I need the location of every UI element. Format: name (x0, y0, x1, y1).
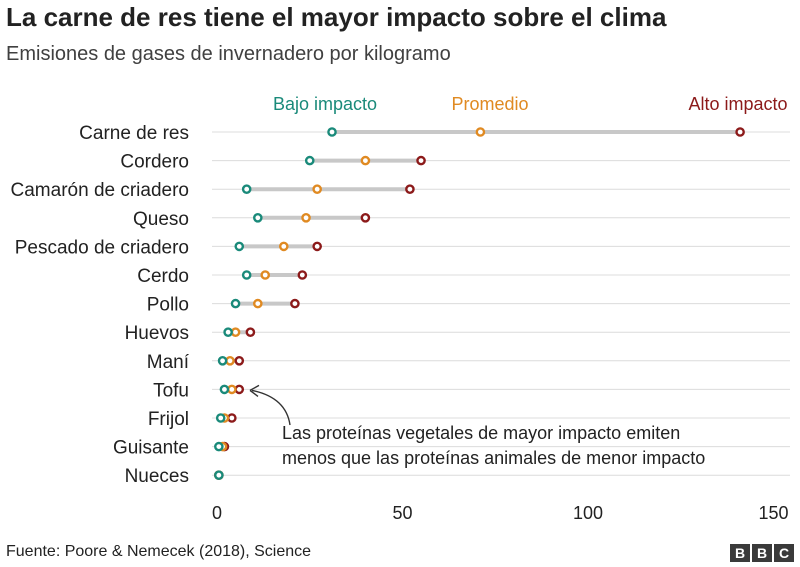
chart-title: La carne de res tiene el mayor impacto s… (6, 2, 667, 32)
high-point (245, 327, 256, 338)
avg-point (225, 355, 235, 366)
category-label: Pescado de criadero (15, 237, 189, 258)
avg-point (278, 241, 289, 252)
category-label: Guisante (113, 438, 189, 459)
category-label: Tofu (153, 380, 189, 401)
annotation-arrow-line (251, 389, 291, 426)
avg-point (301, 212, 311, 223)
category-label: Maní (147, 352, 190, 373)
low-point (219, 384, 230, 395)
low-point (253, 212, 263, 223)
high-point (234, 384, 245, 395)
category-label: Queso (133, 209, 189, 230)
x-tick-label: 50 (392, 503, 412, 523)
high-point (735, 127, 745, 137)
low-point (215, 413, 226, 423)
category-label: Frijol (148, 409, 189, 430)
high-point (405, 184, 415, 194)
high-point (360, 212, 371, 223)
category-label: Cordero (120, 152, 189, 173)
high-point (290, 298, 300, 309)
x-tick-label: 150 (758, 503, 788, 523)
category-label: Huevos (125, 323, 189, 344)
category-label: Carne de res (79, 123, 189, 144)
high-point (297, 270, 308, 280)
avg-point (260, 270, 271, 280)
low-point (327, 127, 337, 137)
legend-label: Bajo impacto (273, 94, 377, 114)
logo-letter-b1: B (730, 544, 750, 562)
source-note: Fuente: Poore & Nemecek (2018), Science (6, 543, 312, 560)
category-label: Camarón de criadero (11, 180, 189, 201)
low-point (304, 155, 315, 166)
legend-label: Alto impacto (688, 94, 787, 114)
avg-point (475, 127, 486, 137)
bbc-logo: B B C (730, 544, 794, 562)
category-label: Pollo (147, 295, 189, 316)
annotation-arrowhead (249, 384, 260, 397)
low-point (214, 470, 224, 481)
x-tick-label: 100 (573, 503, 603, 523)
high-point (234, 355, 245, 366)
high-point (312, 241, 322, 252)
low-point (241, 270, 252, 280)
annotation-line: Las proteínas vegetales de mayor impacto… (282, 423, 680, 443)
low-point (230, 298, 241, 309)
dumbbell-chart: Carne de res Cordero Camarón de criadero Qu… (11, 94, 790, 523)
avg-point (360, 155, 371, 166)
avg-point (312, 184, 322, 194)
category-label: Cerdo (137, 266, 189, 287)
logo-letter-b2: B (752, 544, 772, 562)
high-point (227, 413, 237, 423)
logo-letter-c: C (774, 544, 794, 562)
low-point (214, 441, 224, 452)
high-point (416, 155, 426, 166)
annotation-line: menos que las proteínas animales de meno… (282, 448, 705, 468)
low-point (234, 241, 245, 252)
avg-point (227, 384, 237, 395)
low-point (241, 184, 252, 194)
avg-point (230, 327, 241, 338)
low-point (217, 355, 228, 366)
avg-point (253, 298, 263, 309)
legend-label: Promedio (451, 94, 528, 114)
x-tick-label: 0 (212, 503, 222, 523)
low-point (223, 327, 233, 338)
chart-subtitle: Emisiones de gases de invernadero por ki… (6, 43, 451, 65)
category-label: Nueces (125, 466, 189, 487)
